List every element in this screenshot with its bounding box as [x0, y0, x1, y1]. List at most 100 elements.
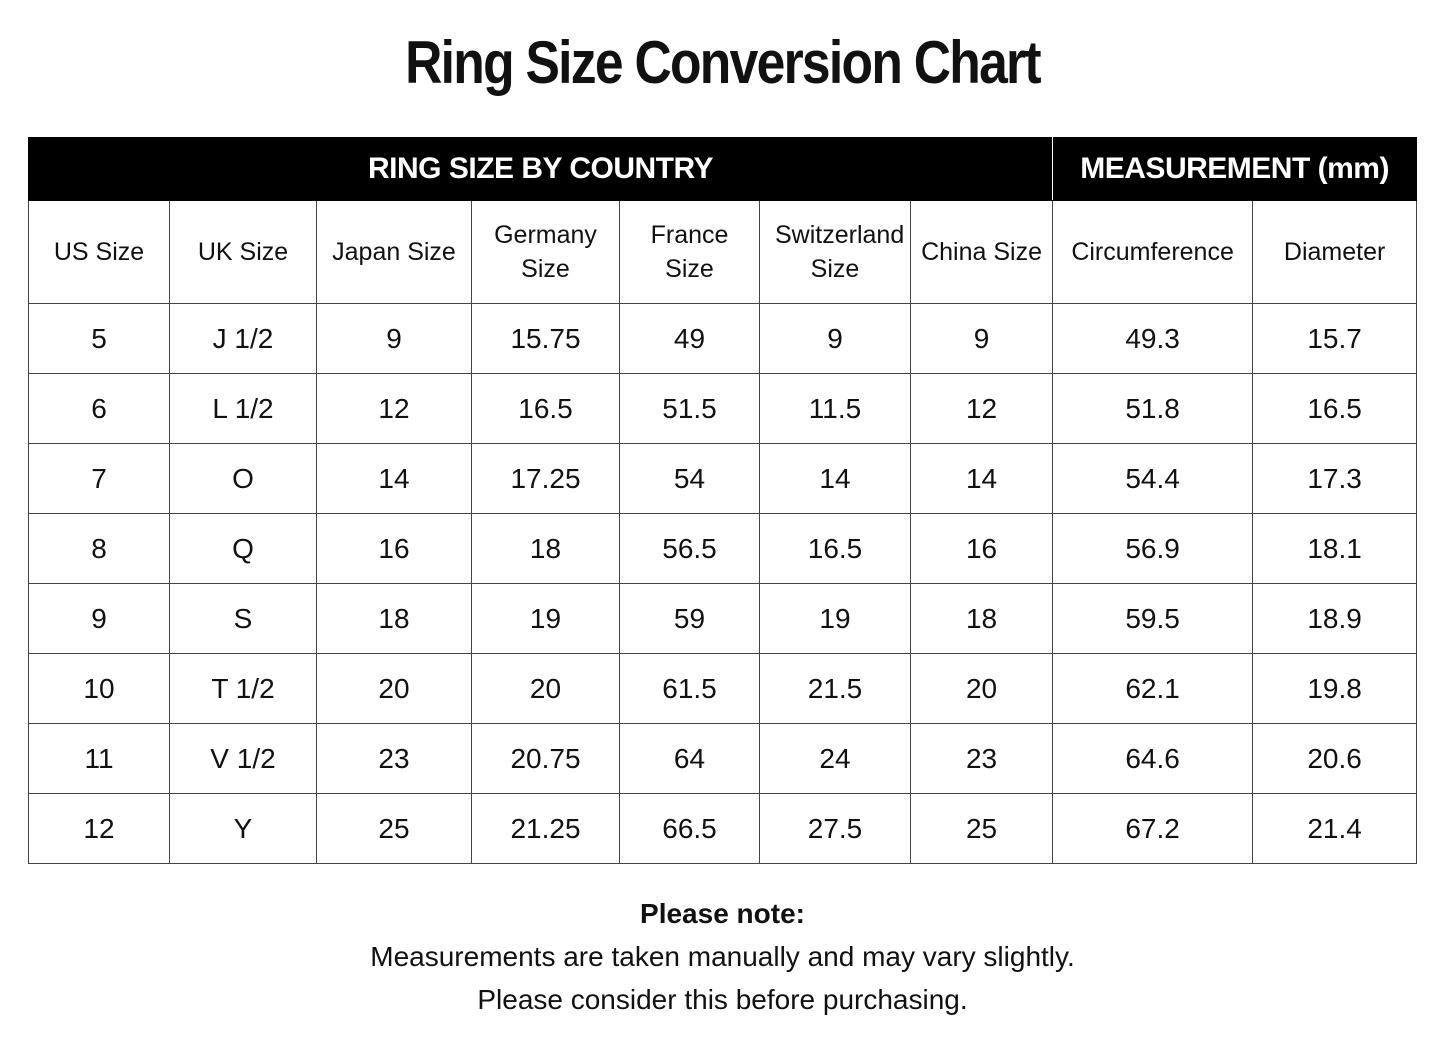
- cell: O: [169, 443, 317, 514]
- title: Ring Size Conversion Chart: [405, 29, 1041, 96]
- cell: 6: [28, 373, 170, 444]
- cell: 12: [909, 373, 1054, 444]
- column-header: Japan Size: [316, 200, 472, 304]
- cell: S: [169, 583, 317, 654]
- cell: 9: [909, 303, 1054, 374]
- cell: 16.5: [1252, 373, 1418, 444]
- note-heading: Please note:: [640, 898, 805, 929]
- cell: 9: [759, 303, 911, 374]
- cell: 27.5: [759, 793, 911, 864]
- column-header: UK Size: [169, 200, 317, 304]
- cell: 15.75: [471, 303, 620, 374]
- cell: J 1/2: [169, 303, 317, 374]
- group-header: RING SIZE BY COUNTRY: [27, 137, 1054, 201]
- cell: 16: [909, 513, 1054, 584]
- cell: 14: [316, 443, 472, 514]
- column-label: Diameter: [1283, 238, 1386, 266]
- cell: 8: [28, 513, 170, 584]
- column-label: UK Size: [197, 238, 289, 266]
- cell: 61.5: [619, 653, 760, 724]
- cell: T 1/2: [169, 653, 317, 724]
- column-header: Switzerland Size: [759, 200, 911, 304]
- cell: 21.4: [1252, 793, 1418, 864]
- cell: 11: [28, 723, 170, 794]
- cell: L 1/2: [169, 373, 317, 444]
- cell: 16.5: [471, 373, 620, 444]
- cell: V 1/2: [169, 723, 317, 794]
- column-label: France Size: [650, 221, 729, 283]
- cell: 18.1: [1252, 513, 1418, 584]
- cell: 21.5: [759, 653, 911, 724]
- cell: 49: [619, 303, 760, 374]
- cell: 5: [28, 303, 170, 374]
- cell: 54.4: [1052, 443, 1254, 514]
- cell: 7: [28, 443, 170, 514]
- cell: 9: [28, 583, 170, 654]
- column-header: Circumference: [1052, 200, 1254, 304]
- cell: Q: [169, 513, 317, 584]
- table-row: 9 S 18 19 59 19 18 59.5 18.9: [28, 583, 1418, 654]
- column-header: France Size: [619, 200, 760, 304]
- cell: 16.5: [759, 513, 911, 584]
- note-line: Measurements are taken manually and may …: [370, 941, 1075, 972]
- cell: 19: [759, 583, 911, 654]
- cell: 59: [619, 583, 760, 654]
- cell: 20.75: [471, 723, 620, 794]
- cell: 25: [316, 793, 472, 864]
- table-row: 12 Y 25 21.25 66.5 27.5 25 67.2 21.4: [28, 793, 1418, 864]
- cell: 51.5: [619, 373, 760, 444]
- cell: 54: [619, 443, 760, 514]
- table-row: 7 O 14 17.25 54 14 14 54.4 17.3: [28, 443, 1418, 514]
- column-label: China Size: [921, 238, 1042, 266]
- table-row: 8 Q 16 18 56.5 16.5 16 56.9 18.1: [28, 513, 1418, 584]
- cell: 21.25: [471, 793, 620, 864]
- cell: 56.5: [619, 513, 760, 584]
- note-line: Please consider this before purchasing.: [477, 984, 968, 1015]
- cell: 51.8: [1052, 373, 1254, 444]
- cell: 16: [316, 513, 472, 584]
- column-label: Japan Size: [332, 238, 456, 266]
- column-label: Circumference: [1071, 238, 1234, 266]
- note: Please note: Measurements are taken manu…: [0, 892, 1445, 1021]
- cell: 64: [619, 723, 760, 794]
- cell: 18: [909, 583, 1054, 654]
- cell: 20: [316, 653, 472, 724]
- column-label: Switzerland Size: [775, 221, 905, 283]
- cell: 24: [759, 723, 911, 794]
- cell: 19: [471, 583, 620, 654]
- cell: 18: [471, 513, 620, 584]
- column-label: Germany Size: [494, 221, 597, 283]
- group-header: MEASUREMENT (mm): [1052, 137, 1418, 201]
- cell: 9: [316, 303, 472, 374]
- cell: 20: [471, 653, 620, 724]
- table-row: 11 V 1/2 23 20.75 64 24 23 64.6 20.6: [28, 723, 1418, 794]
- cell: 23: [316, 723, 472, 794]
- size-table: RING SIZE BY COUNTRY MEASUREMENT (mm) US…: [27, 137, 1418, 864]
- cell: 23: [909, 723, 1054, 794]
- cell: 12: [316, 373, 472, 444]
- column-header: Diameter: [1252, 200, 1418, 304]
- cell: 18: [316, 583, 472, 654]
- cell: 17.25: [471, 443, 620, 514]
- cell: 67.2: [1052, 793, 1254, 864]
- cell: 11.5: [759, 373, 911, 444]
- cell: 20.6: [1252, 723, 1418, 794]
- cell: 62.1: [1052, 653, 1254, 724]
- cell: 66.5: [619, 793, 760, 864]
- cell: 14: [909, 443, 1054, 514]
- cell: 18.9: [1252, 583, 1418, 654]
- cell: 20: [909, 653, 1054, 724]
- column-label: US Size: [53, 238, 145, 266]
- column-header: China Size: [909, 200, 1054, 304]
- cell: 49.3: [1052, 303, 1254, 374]
- column-header: US Size: [28, 200, 170, 304]
- cell: 10: [28, 653, 170, 724]
- cell: 25: [909, 793, 1054, 864]
- cell: 14: [759, 443, 911, 514]
- cell: 59.5: [1052, 583, 1254, 654]
- column-header: Germany Size: [471, 200, 620, 304]
- table-row: 10 T 1/2 20 20 61.5 21.5 20 62.1 19.8: [28, 653, 1418, 724]
